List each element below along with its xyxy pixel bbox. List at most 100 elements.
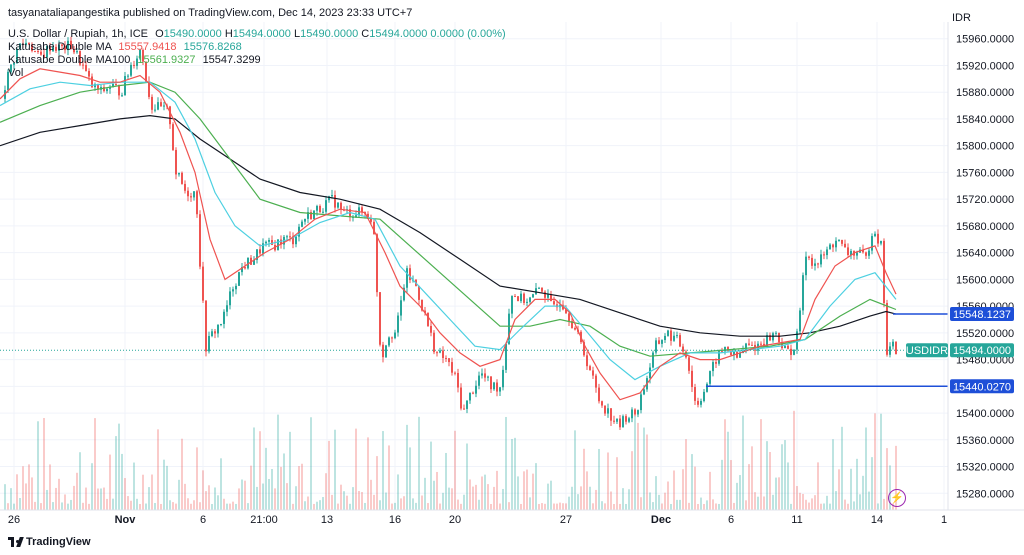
volume-bar	[112, 498, 114, 510]
volume-bar	[214, 487, 216, 510]
close-value: 15494.0000	[369, 28, 428, 40]
volume-bar	[160, 503, 162, 510]
volume-bar	[877, 503, 879, 510]
x-tick-label: 1	[941, 514, 947, 526]
volume-bars	[4, 410, 897, 510]
hline-tag	[950, 307, 1014, 322]
candle-body	[280, 239, 282, 245]
candle-body	[295, 236, 297, 245]
candle-body	[811, 257, 813, 266]
candle-body	[466, 400, 468, 409]
horizontal-lines[interactable]	[706, 313, 948, 388]
volume-bar	[43, 418, 45, 510]
candle-body	[196, 191, 198, 215]
candle-body	[361, 207, 363, 213]
y-tick-label: 15840.0000	[956, 114, 1014, 126]
volume-bar	[28, 464, 30, 510]
candle-body	[676, 335, 678, 337]
candle-body	[421, 299, 423, 311]
candle-body	[52, 46, 54, 52]
volume-bar	[262, 483, 264, 510]
volume-bar	[526, 469, 528, 510]
volume-bar	[718, 503, 720, 510]
volume-bar	[715, 503, 717, 510]
ma2-name: Katusabe Double MA100	[8, 54, 131, 66]
candle-body	[163, 105, 165, 107]
volume-bar	[211, 503, 213, 510]
candle-body	[211, 331, 213, 337]
candle-body	[19, 43, 21, 49]
candle-body	[175, 149, 177, 175]
volume-bar	[337, 503, 339, 510]
volume-bar	[880, 413, 882, 510]
volume-bar	[301, 463, 303, 510]
volume-bar	[736, 482, 738, 510]
volume-bar	[631, 451, 633, 510]
x-tick-label: 6	[200, 514, 206, 526]
volume-bar	[493, 486, 495, 510]
candle-body	[130, 64, 132, 76]
open-value: 15490.0000	[163, 28, 222, 40]
volume-bar	[361, 492, 363, 510]
candle-body	[841, 239, 843, 244]
candle-body	[388, 337, 390, 346]
hline-tag-label: 15548.1237	[953, 309, 1011, 321]
candle-body	[34, 50, 36, 52]
candle-body	[490, 376, 492, 390]
candle-body	[847, 247, 849, 256]
candle-body	[658, 340, 660, 344]
candle-body	[619, 418, 621, 428]
volume-bar	[145, 503, 147, 510]
volume-bar	[610, 491, 612, 510]
volume-bar	[52, 502, 54, 510]
volume-bar	[658, 494, 660, 510]
candle-body	[310, 212, 312, 220]
candle-body	[835, 240, 837, 248]
volume-bar	[424, 477, 426, 510]
volume-bar	[667, 481, 669, 510]
volume-bar	[154, 503, 156, 510]
ma2-legend[interactable]: Katusabe Double MA100 15561.9327 15547.3…	[8, 54, 261, 66]
candle-body	[391, 337, 393, 339]
volume-bar	[538, 503, 540, 510]
price-axis[interactable]: 15960.0000 15920.0000 15880.0000 15840.0000…	[956, 34, 1014, 501]
x-tick-label: Nov	[115, 514, 137, 526]
x-tick-label: 11	[791, 514, 802, 526]
candle-body	[769, 335, 771, 341]
volume-bar	[541, 503, 543, 510]
volume-bar	[409, 447, 411, 510]
volume-bar	[205, 491, 207, 510]
y-tick-label: 15760.0000	[956, 167, 1014, 179]
candle-body	[340, 202, 342, 210]
candle-body	[232, 289, 234, 292]
hline-tag	[950, 379, 1014, 394]
candle-body	[190, 196, 192, 198]
volume-bar	[379, 500, 381, 510]
symbol-tag	[906, 343, 948, 358]
vol-legend[interactable]: Vol	[8, 67, 23, 79]
ma1-legend[interactable]: Katusabe Double MA 15557.9418 15576.8268	[8, 41, 242, 53]
volume-bar	[238, 488, 240, 510]
symbol-legend: U.S. Dollar / Rupiah, 1h, ICE O15490.000…	[8, 28, 506, 40]
candle-body	[601, 401, 603, 406]
candle-body	[7, 71, 9, 91]
volume-bar	[124, 478, 126, 510]
candle-body	[97, 84, 99, 90]
candle-body	[226, 305, 228, 312]
volume-bar	[895, 445, 897, 510]
ma1-value2: 15576.8268	[183, 41, 242, 53]
candle-body	[880, 240, 882, 244]
lightning-icon[interactable]: ⚡	[888, 489, 906, 507]
volume-bar	[844, 499, 846, 510]
volume-bar	[733, 502, 735, 510]
candle-body	[808, 256, 810, 258]
volume-bar	[109, 454, 111, 510]
candle-body	[199, 214, 201, 267]
volume-bar	[346, 495, 348, 510]
candle-body	[655, 340, 657, 353]
vol-name: Vol	[8, 67, 24, 79]
time-axis[interactable]: 26 Nov 6 21:00 13 16 20 27 Dec 6 11 14 1	[8, 514, 947, 526]
volume-bar	[469, 479, 471, 510]
price-tags: 15548.1237 15440.0270 USDIDR 15494.0000	[906, 307, 1014, 394]
